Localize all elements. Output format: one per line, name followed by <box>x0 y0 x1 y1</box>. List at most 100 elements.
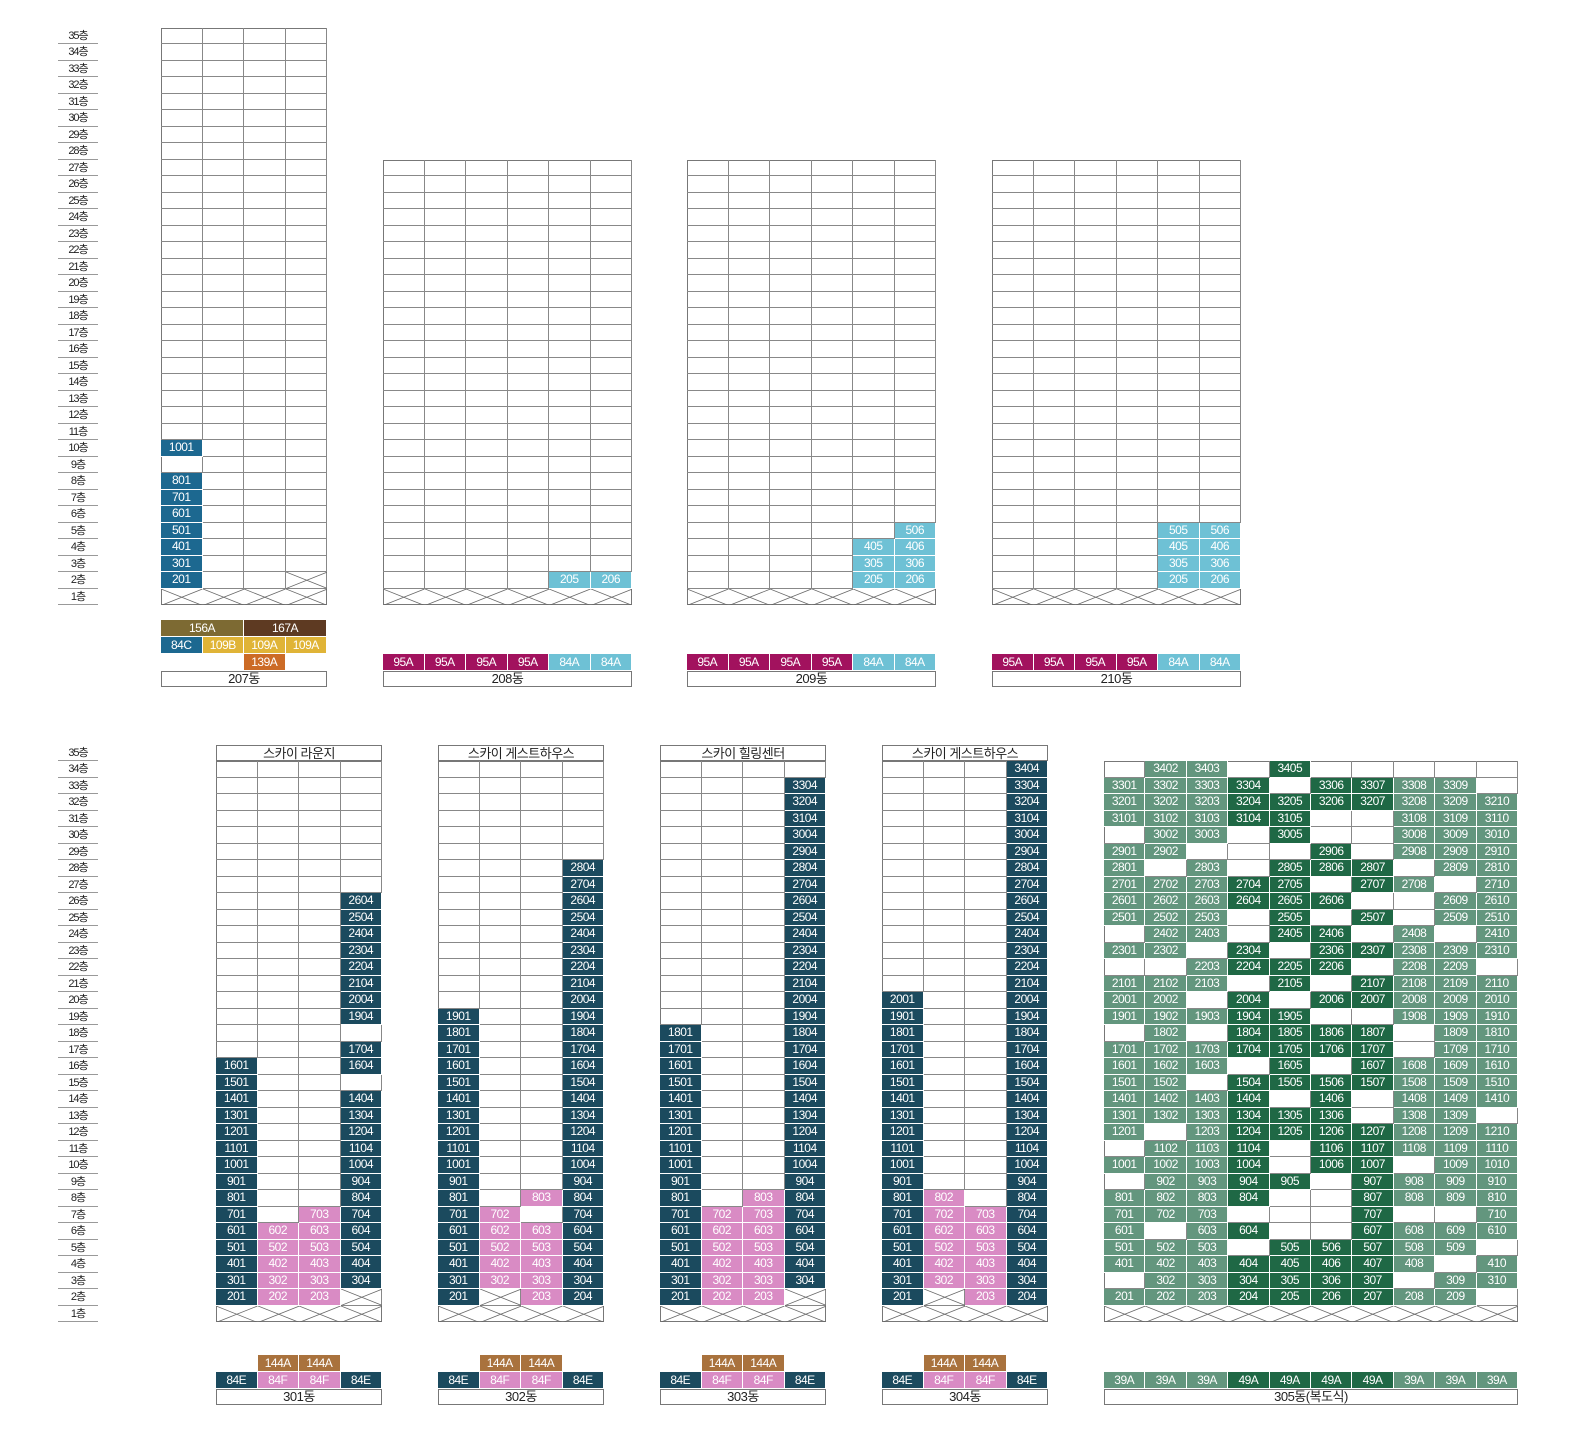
unit-cell <box>285 242 327 259</box>
unit-cell <box>701 1025 743 1042</box>
unit-cell <box>992 308 1034 325</box>
unit-cell <box>965 1025 1007 1042</box>
unit-cell <box>562 761 604 778</box>
unit-cell: 3204 <box>784 794 826 811</box>
pilotis-cross <box>424 588 466 605</box>
unit-cell <box>299 1140 341 1157</box>
unit-cell <box>965 1157 1007 1174</box>
unit-cell: 703 <box>1186 1206 1229 1223</box>
unit-cell: 1104 <box>1228 1140 1270 1157</box>
unit-type-tag: 49A <box>1269 1372 1311 1388</box>
unit-cell <box>660 926 702 943</box>
unit-cell <box>590 407 632 424</box>
unit-cell <box>728 390 770 407</box>
unit-cell: 701 <box>660 1206 702 1223</box>
unit-cell: 3404 <box>1006 761 1048 778</box>
unit-cell <box>1269 777 1311 794</box>
unit-cell <box>1075 176 1117 193</box>
unit-cell: 1709 <box>1435 1041 1477 1058</box>
floor-label: 11층 <box>58 424 98 440</box>
unit-cell <box>244 324 286 341</box>
unit-cell <box>1075 506 1117 523</box>
unit-cell <box>285 456 327 473</box>
unit-cell <box>285 390 327 407</box>
unit-cell: 704 <box>340 1206 382 1223</box>
unit-cell: 3103 <box>1186 810 1229 827</box>
unit-cell <box>257 959 299 976</box>
unit-cell <box>590 357 632 374</box>
unit-cell <box>466 539 508 556</box>
unit-cell <box>882 909 924 926</box>
unit-cell <box>257 1173 299 1190</box>
unit-cell <box>728 374 770 391</box>
unit-cell: 1504 <box>1006 1074 1048 1091</box>
unit-cell: 1205 <box>1269 1124 1311 1141</box>
unit-cell <box>1311 909 1353 926</box>
unit-cell <box>299 893 341 910</box>
unit-cell: 702 <box>1145 1206 1187 1223</box>
unit-cell <box>424 440 466 457</box>
unit-cell: 808 <box>1393 1190 1436 1207</box>
unit-cell <box>1033 555 1075 572</box>
unit-cell: 1704 <box>562 1041 604 1058</box>
unit-cell: 2707 <box>1352 876 1394 893</box>
unit-cell <box>285 539 327 556</box>
unit-cell: 1401 <box>438 1091 480 1108</box>
unit-cell: 2602 <box>1145 893 1187 910</box>
unit-cell: 608 <box>1393 1223 1436 1240</box>
unit-cell <box>923 1041 965 1058</box>
unit-cell <box>521 1124 563 1141</box>
unit-cell <box>728 456 770 473</box>
unit-cell: 1504 <box>562 1074 604 1091</box>
pilotis-cross <box>894 588 936 605</box>
unit-cell: 206 <box>1199 572 1241 589</box>
unit-cell <box>687 308 729 325</box>
unit-cell <box>992 555 1034 572</box>
unit-cell <box>161 258 203 275</box>
unit-cell <box>923 827 965 844</box>
unit-cell <box>590 308 632 325</box>
unit-cell <box>383 291 425 308</box>
floor-label: 14층 <box>58 1091 98 1108</box>
unit-cell: 205 <box>853 572 895 589</box>
unit-cell: 401 <box>216 1256 258 1273</box>
unit-cell: 304 <box>1006 1272 1048 1289</box>
unit-cell: 1910 <box>1476 1008 1518 1025</box>
unit-cell <box>660 761 702 778</box>
unit-cell <box>507 489 549 506</box>
unit-cell <box>811 291 853 308</box>
unit-cell <box>882 761 924 778</box>
unit-cell <box>770 341 812 358</box>
unit-cell <box>216 827 258 844</box>
unit-cell <box>257 1124 299 1141</box>
unit-cell <box>894 291 936 308</box>
unit-cell: 2204 <box>340 959 382 976</box>
unit-type-tag: 84E <box>784 1372 826 1388</box>
unit-cell <box>1352 893 1394 910</box>
unit-cell: 403 <box>743 1256 785 1273</box>
unit-cell <box>1116 374 1158 391</box>
floor-label: 21층 <box>58 259 98 275</box>
unit-cell <box>701 1091 743 1108</box>
pilotis-cross <box>1186 1305 1229 1322</box>
unit-cell: 1504 <box>1228 1074 1270 1091</box>
unit-cell <box>1116 308 1158 325</box>
unit-cell <box>992 456 1034 473</box>
floor-label: 1층 <box>58 589 98 605</box>
unit-cell: 305 <box>1269 1272 1311 1289</box>
unit-cell: 506 <box>1311 1239 1353 1256</box>
unit-cell <box>728 341 770 358</box>
unit-cell <box>701 975 743 992</box>
unit-cell <box>811 522 853 539</box>
unit-cell <box>479 1074 521 1091</box>
unit-cell <box>923 1289 965 1306</box>
unit-cell <box>1476 777 1518 794</box>
unit-cell <box>743 1091 785 1108</box>
unit-cell <box>202 522 244 539</box>
unit-cell <box>521 1008 563 1025</box>
unit-cell <box>424 374 466 391</box>
unit-cell: 1901 <box>1104 1008 1146 1025</box>
unit-cell <box>479 1124 521 1141</box>
unit-cell: 601 <box>660 1223 702 1240</box>
pilotis-cross <box>340 1289 382 1306</box>
